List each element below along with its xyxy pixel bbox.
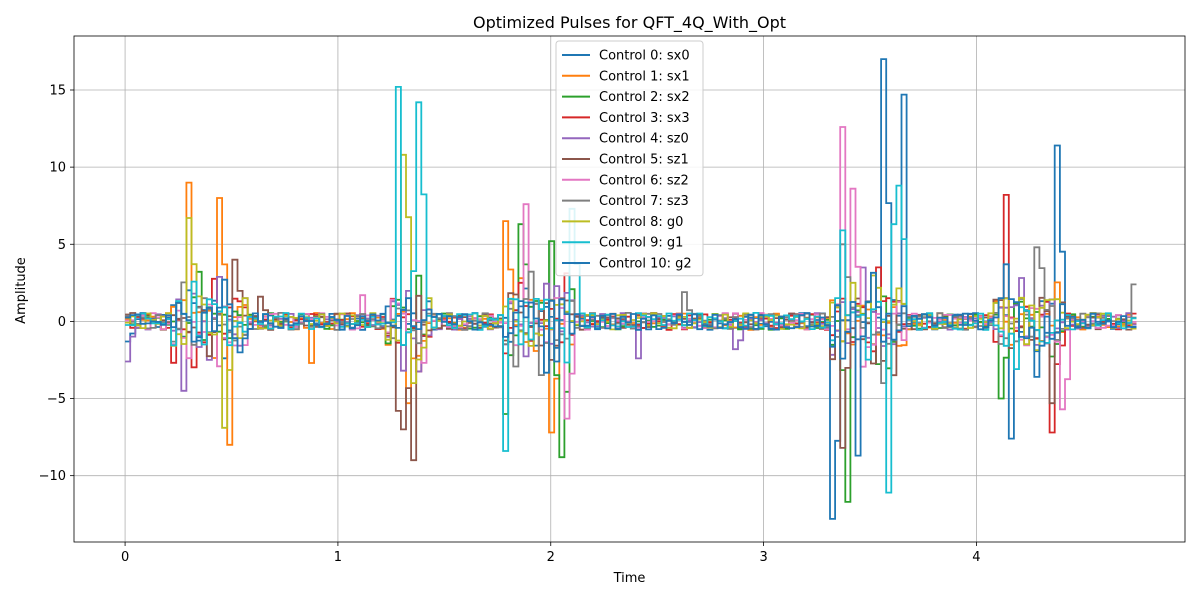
- x-tick-label: 4: [972, 550, 980, 565]
- y-tick-label: 10: [49, 161, 66, 176]
- legend-label: Control 9: g1: [599, 236, 683, 251]
- y-tick-label: 0: [58, 315, 66, 330]
- y-tick-label: −5: [47, 392, 66, 407]
- legend-label: Control 0: sx0: [599, 49, 690, 64]
- axis-ticks: 0 1 2 3 4 −10 −5 0 5 10 15: [39, 83, 981, 565]
- legend: Control 0: sx0 Control 1: sx1 Control 2: s…: [555, 40, 704, 277]
- chart-title: Optimized Pulses for QFT_4Q_With_Opt: [473, 13, 786, 33]
- legend-label: Control 4: sz0: [599, 132, 689, 147]
- plot-series: [125, 58, 1137, 520]
- y-tick-label: 15: [49, 83, 66, 98]
- plot-frame: [73, 35, 1186, 543]
- x-axis-title: Time: [613, 571, 646, 586]
- y-tick-label: 5: [58, 238, 66, 253]
- legend-label: Control 8: g0: [599, 215, 683, 230]
- legend-label: Control 3: sx3: [599, 111, 690, 126]
- x-tick-label: 3: [759, 550, 767, 565]
- x-tick-label: 0: [121, 550, 129, 565]
- y-axis-title: Amplitude: [14, 257, 29, 324]
- legend-label: Control 10: g2: [599, 257, 692, 272]
- legend-label: Control 7: sz3: [599, 194, 689, 209]
- legend-label: Control 2: sx2: [599, 90, 690, 105]
- series-line-control-10: [125, 263, 1137, 457]
- legend-label: Control 1: sx1: [599, 69, 690, 84]
- legend-label: Control 5: sz1: [599, 153, 689, 168]
- axes-frame: [73, 35, 1186, 543]
- legend-label: Control 6: sz2: [599, 173, 689, 188]
- x-tick-label: 2: [547, 550, 555, 565]
- x-tick-label: 1: [334, 550, 342, 565]
- legend-box: [555, 40, 704, 277]
- y-tick-label: −10: [39, 469, 66, 484]
